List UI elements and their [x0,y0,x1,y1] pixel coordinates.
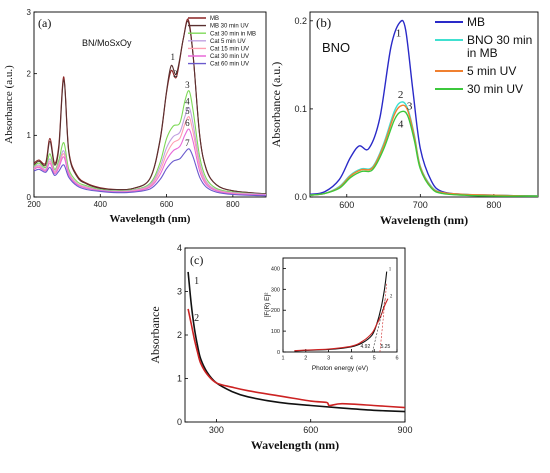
x-tick-label: 200 [27,200,41,209]
curve-label: 2 [194,313,199,324]
legend-label: Cat 30 min UV [210,54,249,60]
x-tick-label: 300 [209,425,224,435]
series-line [33,20,267,195]
curve-label: 2 [390,295,393,300]
tangent-line [372,297,386,353]
series-line [33,90,267,196]
y-tick-label: 400 [271,266,280,272]
x-tick-label: 600 [160,200,174,209]
x-tick-label: 600 [303,425,318,435]
x-tick-label: 5 [373,356,376,362]
inset-title: BNO [322,40,350,55]
inset-title: BN/MoSxOy [82,38,132,48]
inset-background [258,254,402,374]
legend-label: Cat 30 min in MB [210,31,256,37]
series-line [309,104,539,197]
curve-label: 4 [185,97,190,107]
series-line [33,128,267,196]
tangent-line [379,283,388,353]
series-line [309,110,539,197]
x-tick-label: 900 [397,425,412,435]
series-line [33,148,267,197]
x-tick-label: 800 [486,200,501,210]
panel-b: 600 700 800 0.0 0.1 0.2 Wavelength (nm) Absorba… [269,11,539,227]
y-tick-label: 2 [27,69,32,78]
legend-label: Cat 5 min UV [210,39,246,45]
x-axis-label: Photon energy (eV) [312,365,368,372]
x-tick-label: 1 [281,356,284,362]
curve-label: 3 [185,80,190,90]
curve-label: 2 [398,89,404,101]
x-tick-label: 400 [94,200,108,209]
x-tick-label: 3 [327,356,330,362]
legend-label: BNO 30 min [467,33,532,47]
y-tick-label: 4 [177,243,182,253]
curve-label: 1 [171,52,176,62]
curve-label: 1 [396,28,402,40]
x-tick-label: 800 [226,200,240,209]
x-axis-label: Wavelength (nm) [380,213,468,227]
y-tick-label: 0 [27,193,32,202]
plot-frame [33,11,267,198]
legend-label: 5 min UV [467,64,516,78]
panel-label: (b) [316,15,331,30]
y-axis-label: Absorbance (a.u.) [3,65,15,144]
y-axis-label: Absorbance [148,306,162,363]
panel-label: (a) [38,16,51,30]
y-tick-label: 200 [271,308,280,314]
legend-label: Cat 60 min UV [210,62,249,68]
curve-label: 2 [173,69,178,79]
curve-label: 3 [407,100,413,112]
legend-label: MB 30 min UV [210,24,249,30]
y-tick-label: 1 [27,131,32,140]
y-tick-label: 1 [177,374,182,384]
y-tick-label: 0 [177,417,182,427]
y-tick-label: 0 [277,350,280,356]
curve-label: 1 [389,268,392,273]
y-tick-label: 3 [27,8,32,17]
y-tick-label: 0.0 [294,192,307,202]
legend-label: 30 min UV [467,82,523,96]
series-line [33,116,267,196]
bandgap-annotation: 4.92 [361,344,371,350]
x-tick-label: 4 [350,356,353,362]
x-tick-label: 600 [339,200,354,210]
x-axis-label: Wavelength (nm) [110,213,191,225]
bandgap-annotation: 5.25 [381,344,391,350]
series-line [33,106,267,196]
series-line [187,271,406,413]
legend-label: MB [210,16,219,22]
y-axis-label: Absorbance (a.u.) [269,62,283,148]
y-axis-label: [F(R) E]² [264,292,271,318]
x-axis-label: Wavelength (nm) [251,438,339,452]
plot-frame [282,257,398,353]
y-tick-label: 2 [177,330,182,340]
panel-label: (c) [190,253,203,267]
curve-label: 7 [185,138,190,148]
curve-label: 1 [194,276,199,287]
y-tick-label: 100 [271,329,280,335]
y-tick-label: 3 [177,287,182,297]
curve-label: 6 [185,118,190,128]
legend-label: in MB [467,46,498,60]
series-line [187,308,406,409]
y-tick-label: 300 [271,287,280,293]
curve-label: 5 [185,106,190,116]
x-tick-label: 700 [413,200,428,210]
plot-frame [309,11,539,198]
curve-label: 4 [398,119,404,131]
y-tick-label: 0.2 [294,16,307,26]
panel-c-inset: 1 2 3 4 5 6 0 100 200 300 400 Photon energy (eV) [F(… [258,254,402,374]
x-tick-label: 6 [395,356,398,362]
legend-label: Cat 15 min UV [210,47,249,53]
y-tick-label: 0.1 [294,104,307,114]
legend-label: MB [467,15,485,29]
x-tick-label: 2 [304,356,307,362]
series-line [294,298,389,352]
